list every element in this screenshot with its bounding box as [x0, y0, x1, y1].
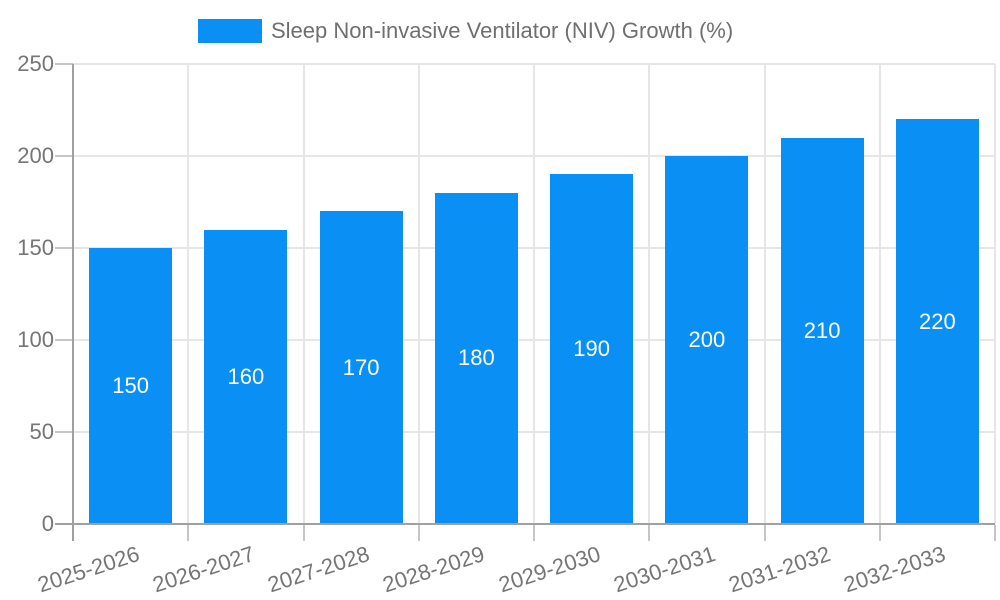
x-tick — [648, 525, 651, 541]
x-gridline — [763, 64, 766, 524]
y-axis-label: 250 — [17, 51, 54, 76]
x-tick — [878, 525, 881, 541]
bar-value-label: 160 — [227, 363, 265, 389]
y-axis-label: 150 — [17, 235, 54, 260]
x-gridline — [302, 64, 305, 524]
y-axis-label: 50 — [29, 419, 54, 444]
bar[interactable]: 220 — [895, 119, 979, 524]
bar[interactable]: 190 — [550, 174, 634, 524]
y-axis-label: 200 — [17, 143, 54, 168]
bar-value-label: 180 — [458, 345, 495, 371]
bar[interactable]: 170 — [319, 211, 403, 524]
bar-value-label: 220 — [919, 308, 956, 334]
x-axis-line — [55, 523, 995, 525]
legend-swatch — [198, 19, 262, 43]
bar-value-label: 210 — [803, 317, 841, 343]
bar-value-label: 190 — [573, 336, 610, 362]
y-tick — [55, 247, 73, 249]
y-tick — [55, 339, 73, 341]
x-tick — [302, 525, 305, 541]
x-gridline — [648, 64, 651, 524]
bar[interactable]: 200 — [665, 156, 749, 524]
x-gridline — [417, 64, 420, 524]
y-axis-label: 0 — [41, 511, 54, 536]
x-tick — [994, 525, 996, 541]
x-tick — [763, 525, 766, 541]
bar[interactable]: 160 — [204, 229, 288, 524]
y-tick — [55, 155, 73, 157]
y-tick — [55, 63, 73, 65]
x-tick — [533, 525, 535, 541]
legend: Sleep Non-invasive Ventilator (NIV) Grow… — [198, 18, 733, 44]
bar[interactable]: 150 — [89, 248, 173, 524]
x-gridline — [994, 64, 996, 524]
bar-value-label: 170 — [342, 354, 380, 380]
x-gridline — [187, 64, 190, 524]
bar[interactable]: 180 — [434, 192, 518, 524]
bar[interactable]: 210 — [780, 137, 864, 524]
x-gridline — [878, 64, 881, 524]
x-tick — [417, 525, 420, 541]
x-tick — [187, 525, 190, 541]
legend-label: Sleep Non-invasive Ventilator (NIV) Grow… — [271, 18, 734, 43]
bar-value-label: 150 — [112, 373, 149, 398]
y-axis-line — [72, 64, 74, 541]
bar-value-label: 200 — [688, 327, 726, 352]
y-axis-label: 100 — [17, 327, 54, 352]
x-gridline — [533, 64, 535, 524]
y-tick — [55, 431, 73, 433]
